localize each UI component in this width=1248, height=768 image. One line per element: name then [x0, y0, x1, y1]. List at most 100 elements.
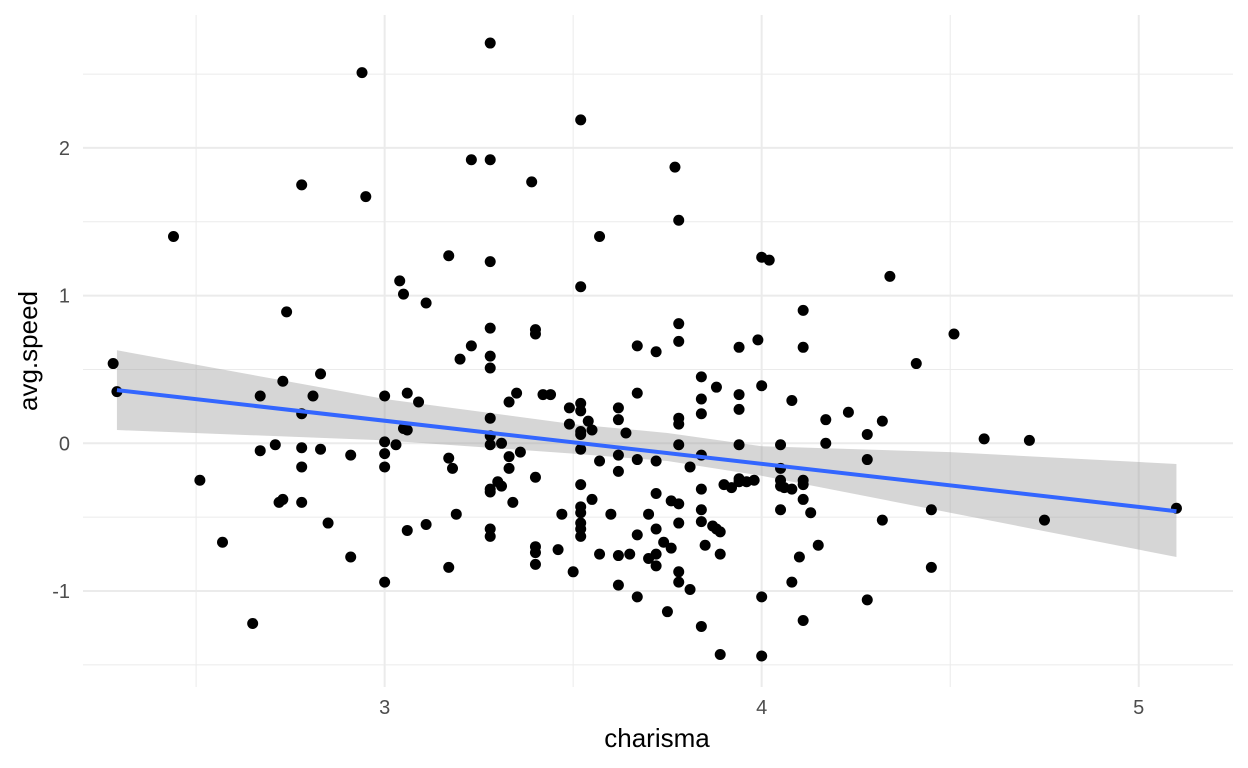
- data-point: [861, 454, 873, 466]
- y-tick-label: -1: [52, 581, 70, 603]
- data-point: [526, 176, 538, 188]
- data-point: [673, 214, 685, 226]
- data-point: [695, 516, 707, 528]
- data-point: [503, 462, 515, 474]
- data-point: [465, 154, 477, 166]
- data-point: [861, 594, 873, 606]
- data-point: [594, 231, 606, 243]
- data-point: [401, 387, 413, 399]
- data-point: [484, 486, 496, 498]
- data-point: [503, 451, 515, 463]
- data-point: [594, 455, 606, 467]
- data-point: [684, 461, 696, 473]
- data-point: [605, 508, 617, 520]
- data-point: [586, 424, 598, 436]
- data-point: [643, 508, 655, 520]
- data-point: [529, 558, 541, 570]
- data-point: [650, 488, 662, 500]
- data-point: [612, 402, 624, 414]
- data-point: [775, 439, 787, 451]
- data-point: [552, 544, 564, 556]
- data-point: [575, 507, 587, 519]
- data-points: [107, 37, 1182, 662]
- data-point: [511, 387, 523, 399]
- data-point: [484, 530, 496, 542]
- data-point: [631, 454, 643, 466]
- data-point: [529, 547, 541, 559]
- data-point: [254, 390, 266, 402]
- data-point: [484, 412, 496, 424]
- data-point: [575, 114, 587, 126]
- data-point: [665, 542, 677, 554]
- data-point: [194, 474, 206, 486]
- data-point: [537, 389, 549, 401]
- data-point: [582, 415, 594, 427]
- trend-line: [116, 388, 1177, 514]
- data-point: [710, 381, 722, 393]
- data-point: [733, 341, 745, 353]
- data-point: [820, 414, 832, 426]
- data-point: [948, 328, 960, 340]
- data-point: [379, 448, 391, 460]
- data-point: [594, 548, 606, 560]
- y-axis-tick-labels: -1 0 1 2: [52, 138, 70, 603]
- data-point: [756, 650, 768, 662]
- data-point: [673, 498, 685, 510]
- data-point: [484, 439, 496, 451]
- x-tick-label: 3: [379, 697, 390, 719]
- data-point: [650, 560, 662, 572]
- data-point: [484, 322, 496, 334]
- data-point: [684, 584, 696, 596]
- data-point: [307, 390, 319, 402]
- data-point: [820, 437, 832, 449]
- data-point: [673, 418, 685, 430]
- y-tick-label: 1: [59, 286, 70, 308]
- data-point: [356, 67, 368, 79]
- major-gridlines: [83, 15, 1233, 687]
- data-point: [563, 402, 575, 414]
- data-point: [269, 439, 281, 451]
- data-point: [443, 250, 455, 262]
- data-point: [1023, 434, 1035, 446]
- data-point: [612, 579, 624, 591]
- data-point: [650, 548, 662, 560]
- data-point: [752, 334, 764, 346]
- y-tick-label: 2: [59, 138, 70, 160]
- data-point: [254, 445, 266, 457]
- data-point: [575, 281, 587, 293]
- data-point: [379, 576, 391, 588]
- data-point: [484, 37, 496, 49]
- data-point: [978, 433, 990, 445]
- data-point: [650, 523, 662, 535]
- data-point: [529, 328, 541, 340]
- data-point: [322, 517, 334, 529]
- data-point: [673, 576, 685, 588]
- data-point: [484, 154, 496, 166]
- data-point: [797, 479, 809, 491]
- data-point: [277, 493, 289, 505]
- data-point: [503, 396, 515, 408]
- data-point: [563, 418, 575, 430]
- data-point: [484, 350, 496, 362]
- y-axis-title: avg.speed: [13, 291, 43, 411]
- data-point: [714, 526, 726, 538]
- data-point: [413, 396, 425, 408]
- data-point: [345, 551, 357, 563]
- data-point: [315, 368, 327, 380]
- data-point: [650, 346, 662, 358]
- data-point: [545, 389, 557, 401]
- data-point: [695, 504, 707, 516]
- data-point: [394, 275, 406, 287]
- data-point: [876, 415, 888, 427]
- data-point: [465, 340, 477, 352]
- data-point: [631, 591, 643, 603]
- data-point: [925, 561, 937, 573]
- data-point: [812, 539, 824, 551]
- data-point: [612, 449, 624, 461]
- data-point: [315, 443, 327, 455]
- data-point: [390, 439, 402, 451]
- data-point: [586, 493, 598, 505]
- data-point: [1038, 514, 1050, 526]
- data-point: [673, 439, 685, 451]
